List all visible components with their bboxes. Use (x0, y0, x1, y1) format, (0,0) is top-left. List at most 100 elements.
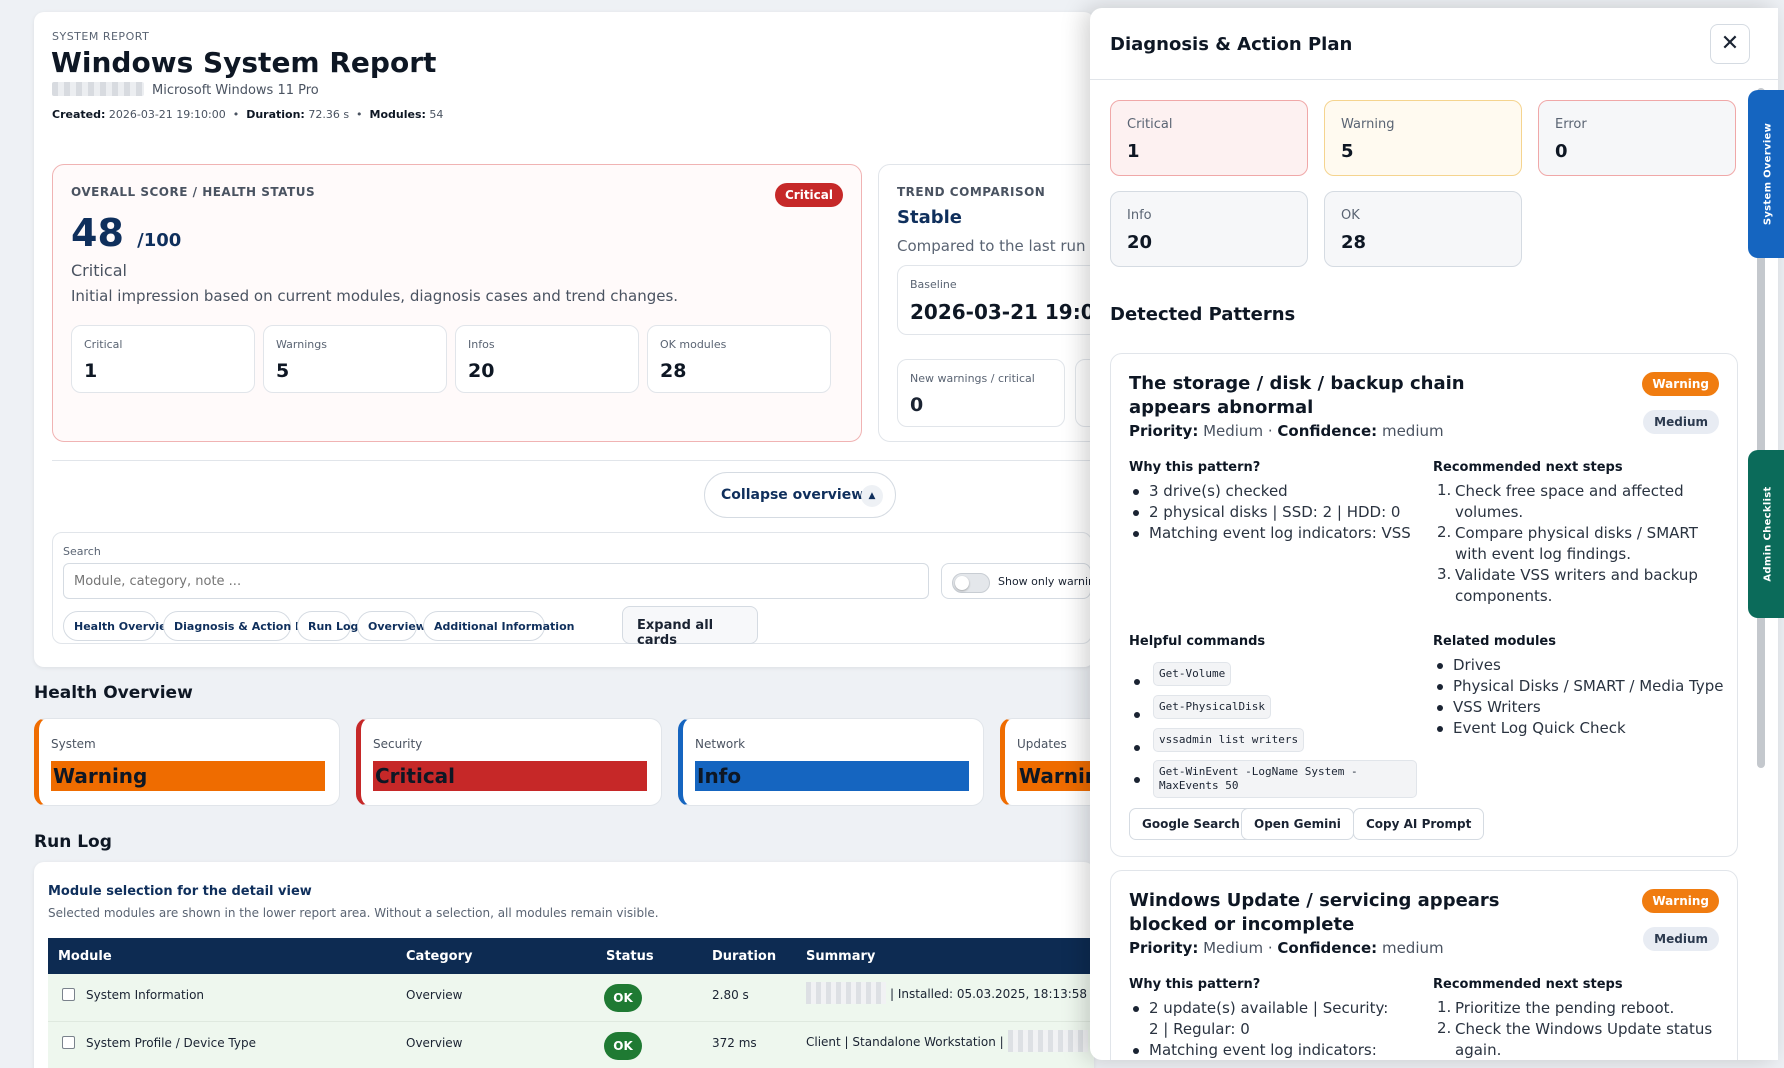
redacted-value (1007, 1030, 1088, 1052)
command-code: Get-WinEvent -LogName System -MaxEvents … (1134, 760, 1417, 798)
status-badge: OK (604, 984, 642, 1012)
count-error: Error 0 (1538, 100, 1736, 176)
command-code: Get-PhysicalDisk (1134, 695, 1271, 719)
status-badge: Critical (774, 183, 843, 207)
pattern-priority: Priority: Medium · Confidence: medium (1129, 422, 1444, 440)
severity-badge: Warning (1642, 889, 1719, 913)
overall-score-card: OVERALL SCORE / HEALTH STATUS Critical 4… (52, 164, 862, 442)
stat-ok-modules: OK modules 28 (647, 325, 831, 393)
stat-warnings: Warnings 5 (263, 325, 447, 393)
panel-header: Diagnosis & Action Plan ✕ (1090, 8, 1778, 80)
panel-title: Diagnosis & Action Plan (1110, 34, 1353, 55)
collapse-overview-button[interactable]: Collapse overview ▲ (704, 472, 896, 518)
severity-badge: Warning (1642, 372, 1719, 396)
count-critical: Critical 1 (1110, 100, 1308, 176)
report-meta: Created: 2026-03-21 19:10:00 • Duration:… (52, 108, 444, 121)
chip-run-log[interactable]: Run Log (297, 611, 358, 641)
step-item: Validate VSS writers and backup componen… (1455, 566, 1698, 605)
score-label: OVERALL SCORE / HEALTH STATUS (71, 185, 316, 199)
open-gemini-button[interactable]: Open Gemini (1241, 808, 1354, 840)
detected-patterns-heading: Detected Patterns (1110, 304, 1296, 325)
search-card: Search Show only warnin Health Overview … (52, 532, 1092, 644)
module-item: Drives (1437, 656, 1501, 674)
report-subtitle: Microsoft Windows 11 Pro (52, 82, 319, 98)
diagnosis-panel: Diagnosis & Action Plan ✕ Critical 1 Warn… (1090, 8, 1778, 1060)
count-warning: Warning 5 (1324, 100, 1522, 176)
close-icon: ✕ (1720, 31, 1740, 56)
why-heading: Why this pattern? (1129, 460, 1261, 475)
search-label: Search (63, 545, 101, 558)
table-row[interactable]: System Profile / Device Type Overview OK… (48, 1022, 1094, 1068)
pattern-title: Windows Update / servicing appears block… (1129, 890, 1500, 935)
divider (52, 460, 1092, 461)
table-row[interactable]: System Information Overview OK 2.80 s | … (48, 974, 1121, 1022)
warnings-filter[interactable]: Show only warnin (941, 563, 1091, 599)
pattern-card-storage: The storage / disk / backup chain appear… (1110, 353, 1738, 857)
module-selection-title: Module selection for the detail view (48, 884, 312, 899)
health-card-system[interactable]: System Warning (34, 718, 340, 806)
module-item: VSS Writers (1437, 698, 1541, 716)
score-description: Initial impression based on current modu… (71, 287, 679, 305)
copy-ai-prompt-button[interactable]: Copy AI Prompt (1353, 808, 1485, 840)
table-header: Module Category Status Duration Summary (48, 938, 1094, 974)
run-log-card: Module selection for the detail view Sel… (34, 862, 1121, 1068)
page-title: Windows System Report (51, 46, 437, 79)
count-info: Info 20 (1110, 191, 1308, 267)
step-item: Compare physical disks / SMART with even… (1455, 524, 1698, 563)
score-value: 48 /100 (71, 211, 182, 255)
module-item: Event Log Quick Check (1437, 719, 1626, 737)
created-value: 2026-03-21 19:10:00 (108, 108, 226, 121)
redacted-value (806, 982, 886, 1004)
scrollbar-thumb[interactable] (1757, 88, 1765, 768)
score-status: Critical (71, 261, 127, 280)
chip-overview[interactable]: Overview (357, 611, 426, 641)
report-eyebrow: SYSTEM REPORT (52, 30, 150, 43)
step-item: Check the Windows Update status again. (1455, 1020, 1713, 1059)
row-checkbox[interactable] (62, 988, 75, 1001)
step-item: Check free space and affected volumes. (1455, 482, 1684, 521)
level-badge: Medium (1643, 927, 1719, 951)
panel-scrollbar[interactable] (1754, 80, 1768, 1060)
module-selection-desc: Selected modules are shown in the lower … (48, 906, 659, 920)
related-modules-heading: Related modules (1433, 634, 1556, 649)
level-badge: Medium (1643, 410, 1719, 434)
new-warnings-box: New warnings / critical 0 (897, 359, 1065, 427)
run-log-heading: Run Log (34, 832, 112, 852)
command-code: Get-Volume (1133, 662, 1232, 686)
trend-comparison-card: TREND COMPARISON Stable Compared to the … (878, 164, 1118, 442)
why-item: Matching event log indicators: (1133, 1040, 1399, 1060)
module-item: Physical Disks / SMART / Media Type (1437, 677, 1724, 695)
why-heading: Why this pattern? (1129, 977, 1261, 992)
why-item: 2 physical disks | SSD: 2 | HDD: 0 (1132, 503, 1401, 521)
chevron-up-icon: ▲ (861, 485, 883, 507)
trend-label: TREND COMPARISON (897, 185, 1046, 199)
row-checkbox[interactable] (62, 1036, 75, 1049)
close-button[interactable]: ✕ (1710, 24, 1750, 64)
pattern-priority: Priority: Medium · Confidence: medium (1129, 939, 1444, 957)
chip-additional-info[interactable]: Additional Information (423, 611, 574, 641)
command-code: vssadmin list writers (1133, 728, 1305, 752)
count-ok: OK 28 (1324, 191, 1522, 267)
why-item: Matching event log indicators: VSS (1133, 524, 1411, 542)
trend-status: Stable (897, 207, 962, 228)
os-name: Microsoft Windows 11 Pro (152, 83, 319, 98)
toggle-label: Show only warnin (998, 575, 1091, 588)
why-item: 2 update(s) available | Security: 2 | Re… (1133, 998, 1399, 1040)
tab-admin-checklist[interactable]: Admin Checklist (1748, 450, 1784, 618)
search-input[interactable] (63, 563, 929, 599)
health-card-security[interactable]: Security Critical (356, 718, 662, 806)
google-search-button[interactable]: Google Search (1129, 808, 1253, 840)
baseline-box: Baseline 2026-03-21 19:07:5 (897, 265, 1117, 335)
step-item: Prioritize the pending reboot. (1455, 999, 1675, 1017)
modules-value: 54 (429, 108, 444, 121)
chip-diagnosis[interactable]: Diagnosis & Action Plan (163, 611, 322, 641)
chip-health-overview[interactable]: Health Overview (63, 611, 177, 641)
steps-heading: Recommended next steps (1433, 977, 1623, 992)
warnings-toggle[interactable] (952, 573, 990, 593)
expand-all-cards-button[interactable]: Expand all cards (622, 606, 758, 648)
why-item: 3 drive(s) checked (1133, 482, 1288, 500)
health-card-network[interactable]: Network Info (678, 718, 984, 806)
tab-system-overview[interactable]: System Overview (1748, 90, 1784, 258)
commands-heading: Helpful commands (1129, 634, 1266, 649)
stat-infos: Infos 20 (455, 325, 639, 393)
